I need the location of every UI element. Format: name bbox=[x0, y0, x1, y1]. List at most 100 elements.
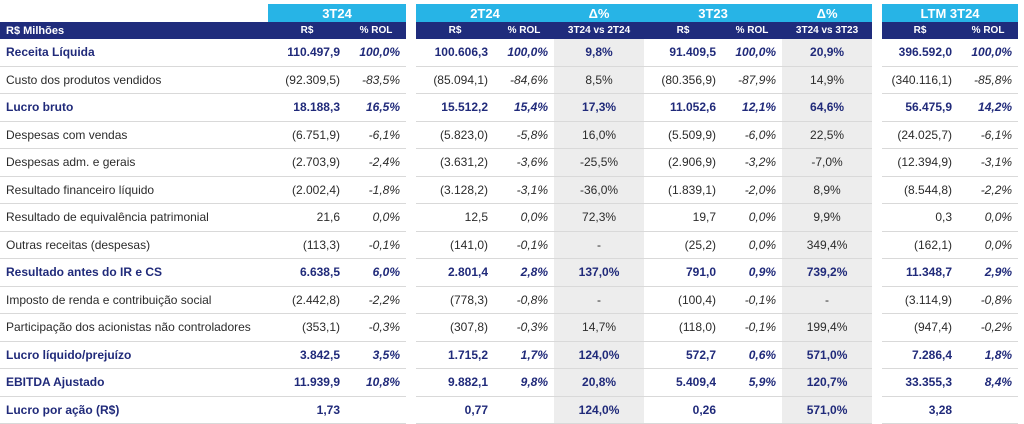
column-gap bbox=[872, 148, 883, 176]
rol-percent-cell: -0,8% bbox=[494, 286, 555, 314]
rol-percent-cell: -2,4% bbox=[346, 148, 407, 177]
rol-percent-cell: -2,2% bbox=[346, 286, 407, 314]
rol-percent-cell: 0,0% bbox=[722, 231, 783, 259]
row-label: Resultado antes do IR e CS bbox=[0, 258, 268, 287]
rol-percent-cell: -2,0% bbox=[722, 176, 783, 204]
delta-cell: -25,5% bbox=[554, 148, 645, 177]
column-gap bbox=[872, 286, 883, 314]
row-label: EBITDA Ajustado bbox=[0, 368, 268, 397]
rol-percent-cell: -6,1% bbox=[958, 121, 1019, 149]
group-header-ltm: LTM 3T24 bbox=[882, 4, 1019, 22]
subheader-delta-1: 3T24 vs 2T24 bbox=[554, 22, 645, 39]
delta-cell: 64,6% bbox=[782, 93, 873, 122]
delta-cell: 739,2% bbox=[782, 258, 873, 287]
subheader-delta-2: 3T24 vs 3T23 bbox=[782, 22, 873, 39]
value-cell: 9.882,1 bbox=[416, 368, 495, 397]
value-cell: 1.715,2 bbox=[416, 341, 495, 369]
group-header-delta-1: Δ% bbox=[554, 4, 645, 22]
value-cell: (947,4) bbox=[882, 313, 959, 342]
table-row: Lucro líquido/prejuízo 3.842,5 3,5% 1.715,2… bbox=[0, 341, 1019, 369]
value-cell: 396.592,0 bbox=[882, 39, 959, 67]
rol-percent-cell: 9,8% bbox=[494, 368, 555, 397]
value-cell: 3.842,5 bbox=[268, 341, 346, 369]
table-row: Receita Líquida 110.497,9 100,0% 100.606,3 1… bbox=[0, 39, 1019, 67]
table-row: Custo dos produtos vendidos (92.309,5) -83… bbox=[0, 66, 1019, 94]
delta-cell: 8,9% bbox=[782, 176, 873, 204]
rol-percent-cell: 1,8% bbox=[958, 341, 1019, 369]
table-row: Despesas adm. e gerais (2.703,9) -2,4% (3.6… bbox=[0, 148, 1019, 177]
value-cell: 33.355,3 bbox=[882, 368, 959, 397]
rol-percent-cell: 14,2% bbox=[958, 93, 1019, 122]
rol-percent-cell: 0,0% bbox=[494, 203, 555, 232]
rol-percent-cell: -0,1% bbox=[722, 286, 783, 314]
subheader-ltm-rs: R$ bbox=[882, 22, 959, 39]
subheader-2t24-rol: % ROL bbox=[494, 22, 555, 39]
value-cell: 1,73 bbox=[268, 396, 346, 424]
row-label: Resultado de equivalência patrimonial bbox=[0, 203, 268, 232]
rol-percent-cell: -85,8% bbox=[958, 66, 1019, 94]
table-row: Participação dos acionistas não controla… bbox=[0, 313, 1019, 342]
subheader-ltm-rol: % ROL bbox=[958, 22, 1019, 39]
row-label: Despesas com vendas bbox=[0, 121, 268, 149]
value-cell: (12.394,9) bbox=[882, 148, 959, 177]
subheader-3t24-rol: % ROL bbox=[346, 22, 407, 39]
column-gap bbox=[872, 93, 883, 121]
row-label: Outras receitas (despesas) bbox=[0, 231, 268, 259]
column-gap bbox=[406, 396, 417, 424]
rol-percent-cell: 6,0% bbox=[346, 258, 407, 287]
value-cell: 15.512,2 bbox=[416, 93, 495, 122]
subheader-3t23-rol: % ROL bbox=[722, 22, 783, 39]
value-cell: 572,7 bbox=[644, 341, 723, 369]
value-cell: (3.631,2) bbox=[416, 148, 495, 177]
column-gap bbox=[406, 368, 417, 396]
delta-cell: 20,8% bbox=[554, 368, 645, 397]
rol-percent-cell: 2,8% bbox=[494, 258, 555, 287]
column-gap bbox=[406, 39, 417, 66]
delta-cell: 72,3% bbox=[554, 203, 645, 232]
table-row: EBITDA Ajustado 11.939,9 10,8% 9.882,1 9,8% 2… bbox=[0, 368, 1019, 397]
column-gap bbox=[872, 176, 883, 204]
income-statement-table: 3T24 2T24 Δ% 3T23 Δ% LTM 3T24 R$ Milhões… bbox=[0, 4, 1019, 424]
rol-percent-cell: -3,1% bbox=[494, 176, 555, 204]
column-gap bbox=[872, 396, 883, 424]
value-cell: (353,1) bbox=[268, 313, 346, 342]
rol-percent-cell: 10,8% bbox=[346, 368, 407, 397]
column-gap bbox=[406, 148, 417, 176]
rol-percent-cell: -0,8% bbox=[958, 286, 1019, 314]
delta-cell: 16,0% bbox=[554, 121, 645, 149]
column-gap bbox=[406, 313, 417, 341]
delta-cell: 14,9% bbox=[782, 66, 873, 94]
column-gap bbox=[872, 258, 883, 286]
rol-percent-cell: -0,3% bbox=[494, 313, 555, 342]
delta-cell: - bbox=[554, 231, 645, 259]
delta-cell: 124,0% bbox=[554, 396, 645, 424]
value-cell: 0,77 bbox=[416, 396, 495, 424]
row-label: Lucro bruto bbox=[0, 93, 268, 122]
value-cell: (2.906,9) bbox=[644, 148, 723, 177]
column-gap bbox=[406, 66, 417, 94]
rol-percent-cell: -84,6% bbox=[494, 66, 555, 94]
column-gap bbox=[872, 368, 883, 396]
rol-percent-cell: -6,1% bbox=[346, 121, 407, 149]
rol-percent-cell: -6,0% bbox=[722, 121, 783, 149]
rol-percent-cell bbox=[494, 396, 555, 424]
value-cell: (2.002,4) bbox=[268, 176, 346, 204]
delta-cell: 124,0% bbox=[554, 341, 645, 369]
value-cell: (80.356,9) bbox=[644, 66, 723, 94]
value-cell: 0,26 bbox=[644, 396, 723, 424]
value-cell: (118,0) bbox=[644, 313, 723, 342]
value-cell: (24.025,7) bbox=[882, 121, 959, 149]
value-cell: 791,0 bbox=[644, 258, 723, 287]
delta-cell: 137,0% bbox=[554, 258, 645, 287]
column-gap bbox=[406, 176, 417, 204]
value-cell: (113,3) bbox=[268, 231, 346, 259]
rol-percent-cell bbox=[722, 396, 783, 424]
row-label: Participação dos acionistas não controla… bbox=[0, 313, 268, 342]
value-cell: 56.475,9 bbox=[882, 93, 959, 122]
row-label: Lucro líquido/prejuízo bbox=[0, 341, 268, 369]
rol-percent-cell: 12,1% bbox=[722, 93, 783, 122]
value-cell: 18.188,3 bbox=[268, 93, 346, 122]
row-label: Despesas adm. e gerais bbox=[0, 148, 268, 177]
table-row: Lucro por ação (R$) 1,73 0,77 124,0% 0,26 571… bbox=[0, 396, 1019, 424]
